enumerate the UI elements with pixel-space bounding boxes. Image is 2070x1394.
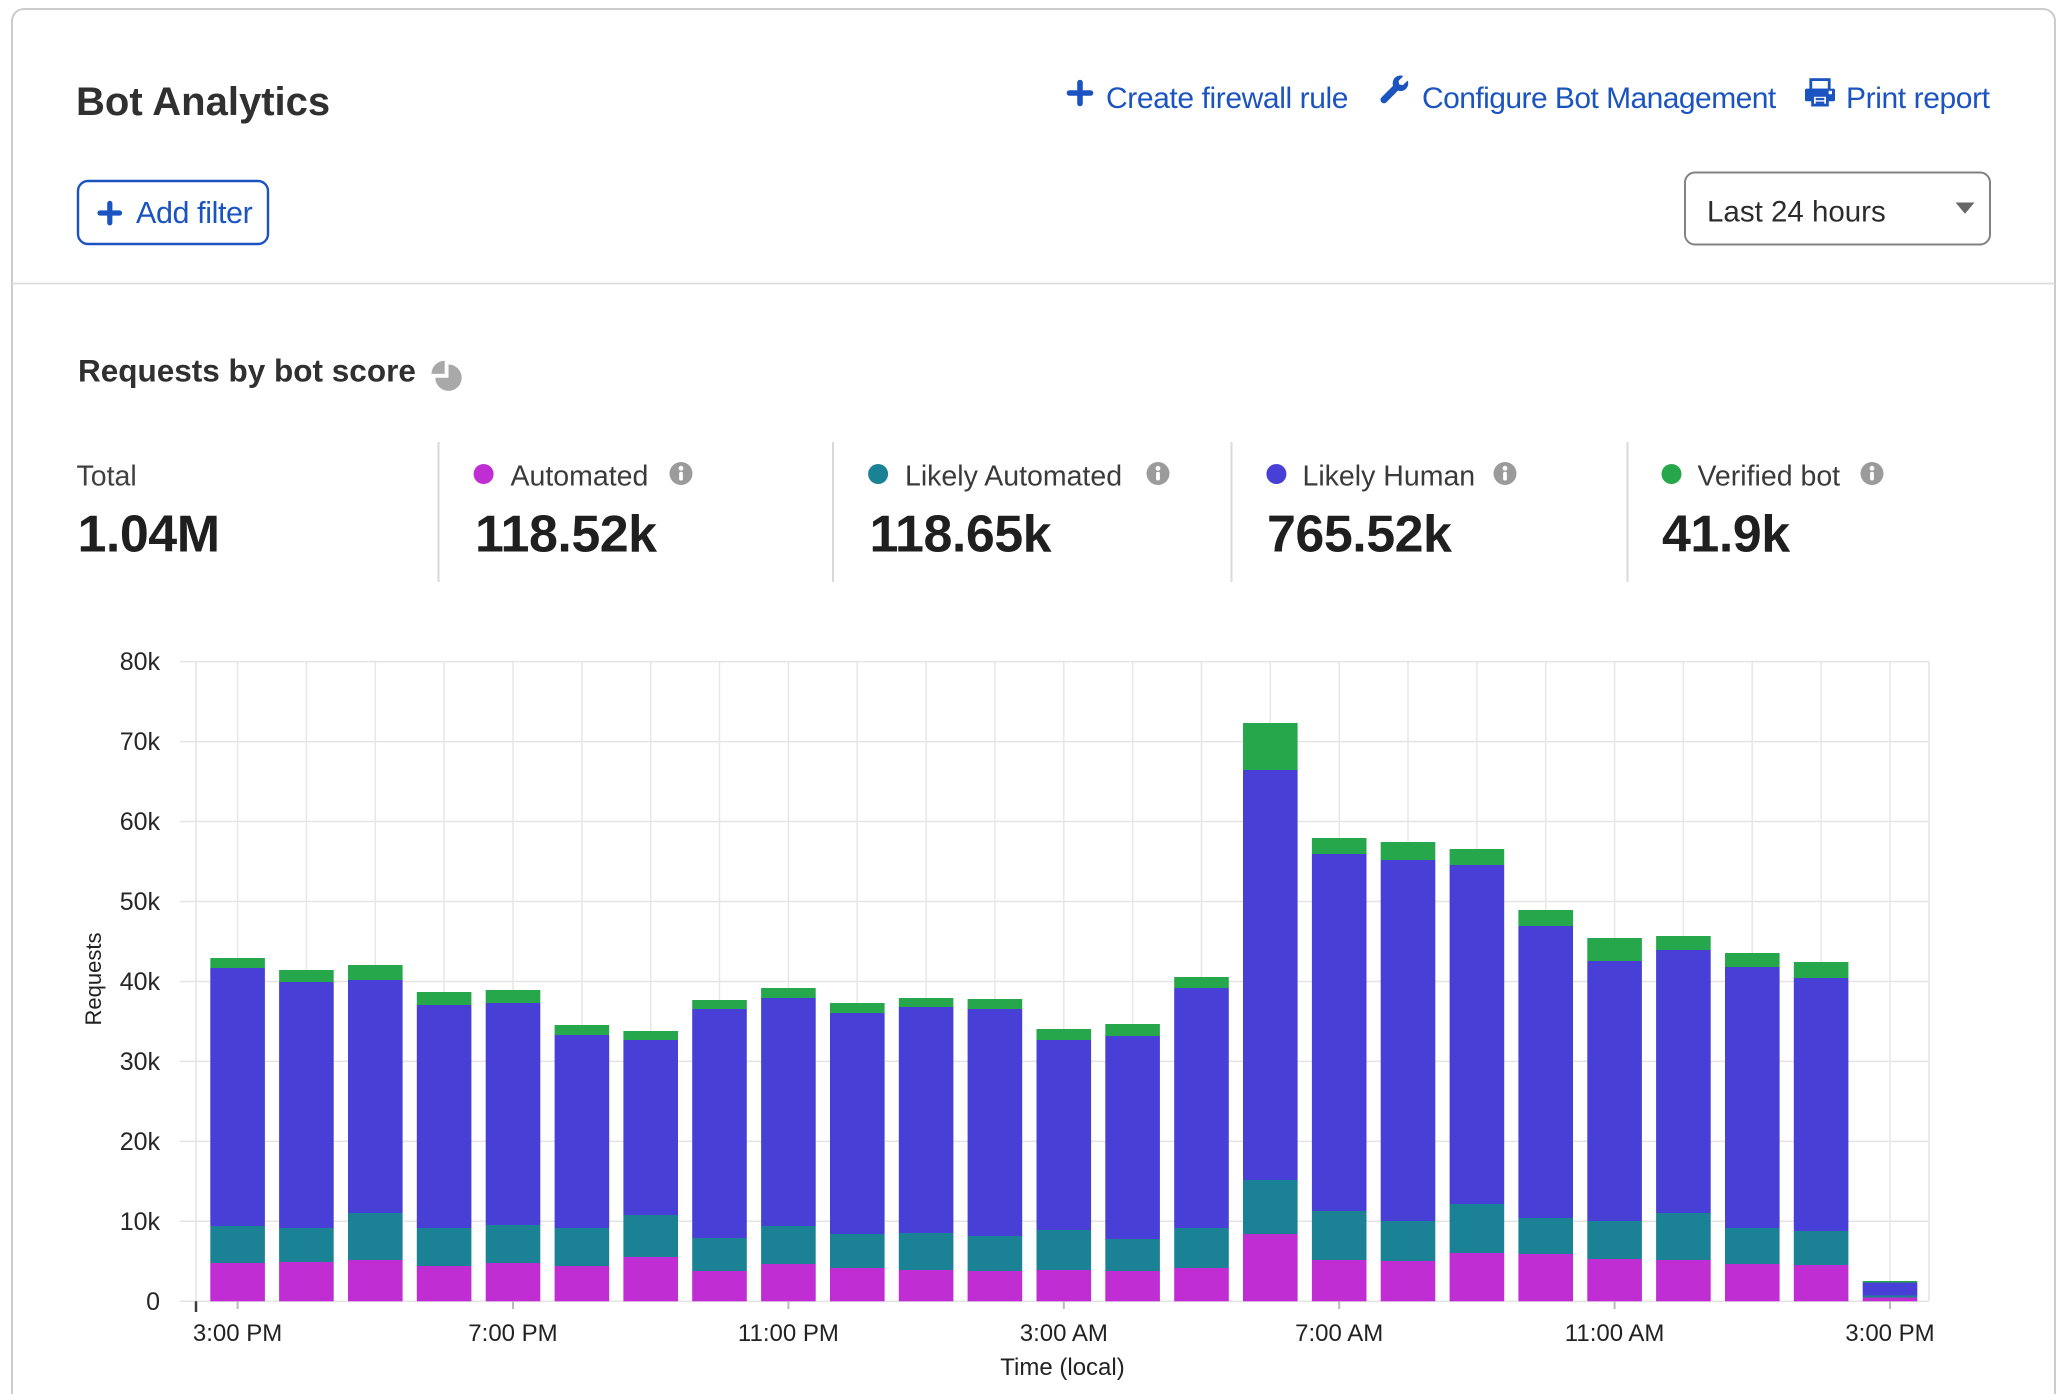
svg-text:Verified bot: Verified bot (1698, 461, 1841, 493)
svg-text:Requests: Requests (81, 933, 106, 1026)
svg-text:Likely Human: Likely Human (1303, 461, 1476, 493)
svg-text:11:00 PM: 11:00 PM (738, 1320, 839, 1347)
svg-text:80k: 80k (120, 648, 161, 676)
svg-text:Add filter: Add filter (136, 196, 253, 230)
svg-text:118.65k: 118.65k (870, 506, 1052, 564)
svg-text:50k: 50k (120, 888, 161, 916)
svg-text:60k: 60k (120, 808, 161, 836)
svg-text:10k: 10k (120, 1208, 161, 1236)
svg-text:7:00 PM: 7:00 PM (468, 1320, 557, 1347)
svg-text:765.52k: 765.52k (1267, 506, 1452, 564)
svg-text:1.04M: 1.04M (78, 506, 220, 564)
svg-text:70k: 70k (120, 728, 161, 756)
svg-text:Requests by bot score: Requests by bot score (78, 353, 416, 389)
svg-text:41.9k: 41.9k (1662, 506, 1790, 564)
svg-text:3:00 AM: 3:00 AM (1020, 1320, 1108, 1347)
svg-text:20k: 20k (120, 1128, 161, 1156)
svg-text:11:00 AM: 11:00 AM (1565, 1320, 1665, 1347)
svg-text:Automated: Automated (511, 461, 649, 493)
svg-text:Configure Bot Management: Configure Bot Management (1422, 82, 1777, 115)
svg-text:3:00 PM: 3:00 PM (1845, 1320, 1934, 1347)
svg-text:3:00 PM: 3:00 PM (193, 1320, 282, 1347)
svg-text:30k: 30k (120, 1048, 161, 1076)
svg-text:Time (local): Time (local) (1000, 1354, 1124, 1381)
svg-text:0: 0 (146, 1288, 160, 1316)
svg-text:Likely Automated: Likely Automated (905, 461, 1122, 493)
svg-text:7:00 AM: 7:00 AM (1295, 1320, 1383, 1347)
svg-text:118.52k: 118.52k (475, 506, 657, 564)
svg-text:Bot Analytics: Bot Analytics (76, 80, 330, 124)
svg-text:Last 24 hours: Last 24 hours (1707, 196, 1886, 229)
svg-text:Print report: Print report (1846, 82, 1991, 115)
svg-text:40k: 40k (120, 968, 161, 996)
svg-text:Create firewall rule: Create firewall rule (1106, 82, 1348, 115)
svg-text:Total: Total (77, 461, 137, 493)
